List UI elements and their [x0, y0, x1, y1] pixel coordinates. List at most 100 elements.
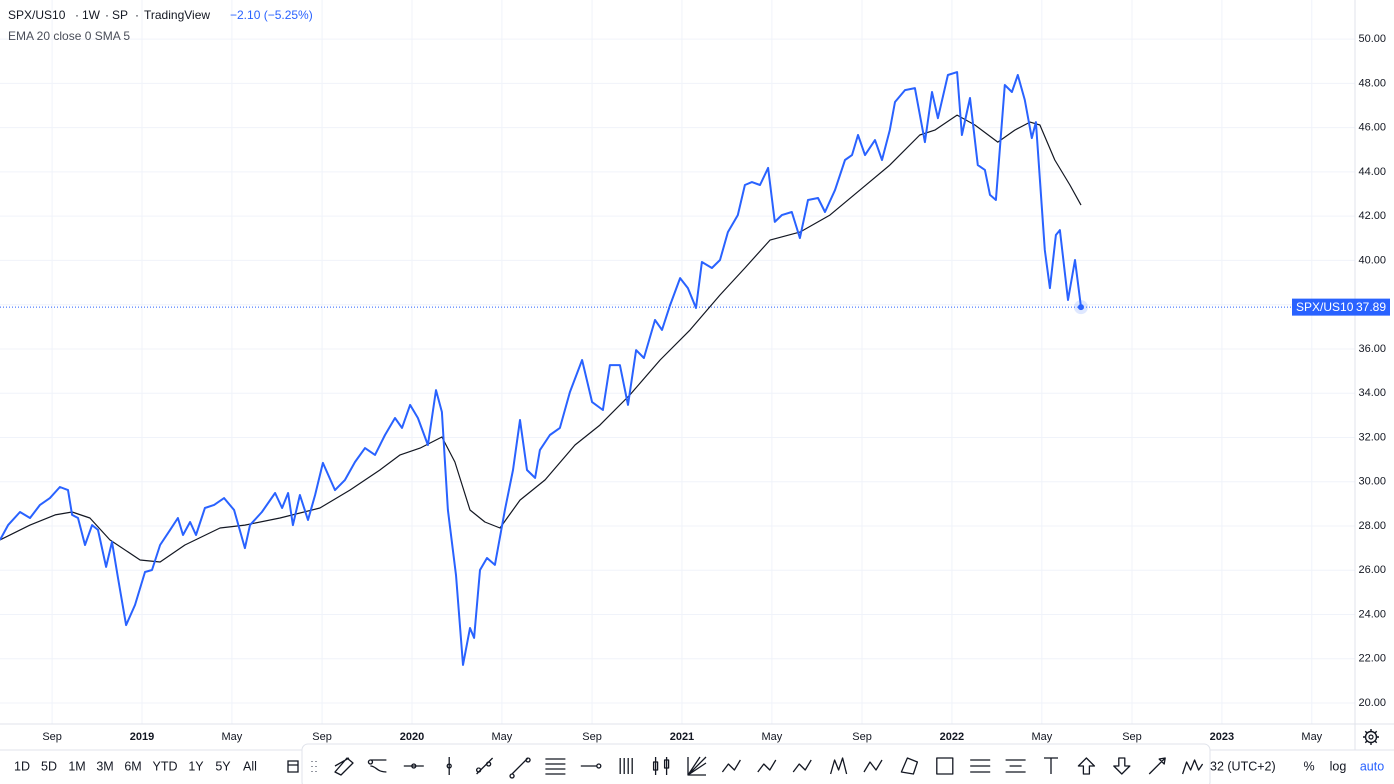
drawing-tool[interactable] — [1148, 757, 1166, 775]
exchange: SP — [112, 8, 128, 22]
range-button[interactable]: 5D — [41, 759, 57, 773]
tool-icon — [687, 756, 707, 776]
y-tick-label: 30.00 — [1358, 476, 1386, 488]
tool-icon — [1077, 757, 1096, 775]
tool-icon — [936, 757, 954, 775]
drawing-tool[interactable] — [403, 763, 424, 769]
y-tick-label: 28.00 — [1358, 520, 1386, 532]
drawing-tool[interactable] — [900, 757, 919, 775]
tool-icon — [1181, 759, 1204, 775]
drawing-tool[interactable] — [792, 759, 812, 773]
drawing-tool[interactable] — [580, 763, 602, 769]
drawing-tool[interactable] — [446, 757, 452, 775]
drawing-tool[interactable] — [721, 759, 741, 773]
y-tick-label: 26.00 — [1358, 564, 1386, 576]
y-tick-label: 20.00 — [1358, 697, 1386, 709]
separator: · — [105, 8, 109, 22]
drawing-tool[interactable] — [829, 757, 848, 775]
tool-icon — [619, 758, 633, 774]
scale-button[interactable]: auto — [1360, 759, 1384, 773]
x-tick-label: Sep — [312, 731, 332, 743]
drawing-tool[interactable] — [936, 757, 954, 775]
tool-icon — [900, 757, 919, 775]
y-tick-label: 24.00 — [1358, 608, 1386, 620]
range-button[interactable]: YTD — [153, 759, 178, 773]
price-tag-symbol: SPX/US10 — [1296, 300, 1354, 314]
drawing-tool[interactable] — [367, 759, 387, 773]
grid — [0, 0, 1355, 724]
y-tick-label: 22.00 — [1358, 653, 1386, 665]
drawing-tool[interactable] — [970, 759, 991, 773]
x-tick-label: Sep — [852, 731, 872, 743]
timezone[interactable]: 32 (UTC+2) — [1210, 759, 1276, 773]
tool-icon — [1044, 757, 1058, 774]
drawing-tool[interactable] — [1005, 759, 1026, 773]
tool-icon — [446, 757, 452, 775]
drawing-tool[interactable] — [619, 758, 633, 774]
goto-date-icon[interactable] — [287, 760, 299, 773]
tool-icon — [580, 763, 602, 769]
bottom-toolbar: 1D 5D 1M 3M 6M YTD 1Y 5Y All 32 (UTC+2)% log auto — [14, 759, 1384, 773]
x-tick-label: Sep — [582, 731, 602, 743]
scale-button[interactable]: log — [1330, 759, 1347, 773]
drawing-tool[interactable] — [476, 757, 494, 775]
drawing-tool[interactable] — [1077, 757, 1096, 775]
tool-icon — [970, 759, 991, 773]
range-button[interactable]: 1M — [68, 759, 85, 773]
drawing-tool[interactable] — [545, 758, 566, 775]
x-tick-label: Sep — [1122, 731, 1142, 743]
x-tick-label: May — [761, 731, 782, 743]
series-line — [0, 71, 1082, 666]
drawing-tool[interactable] — [757, 759, 777, 773]
tool-icon — [863, 759, 883, 773]
drawing-tool[interactable] — [1113, 757, 1131, 775]
y-tick-label: 32.00 — [1358, 431, 1386, 443]
drawing-tool[interactable] — [1044, 757, 1058, 774]
y-tick-label: 46.00 — [1358, 122, 1386, 134]
drawing-tools — [311, 756, 1204, 779]
scale-button[interactable]: % — [1303, 759, 1314, 773]
symbol[interactable]: SPX/US10 — [8, 8, 66, 22]
settings-button[interactable] — [1363, 729, 1379, 745]
y-tick-label: 40.00 — [1358, 254, 1386, 266]
drawing-tool[interactable] — [687, 756, 707, 776]
tool-icon — [721, 759, 741, 773]
y-tick-label: 44.00 — [1358, 166, 1386, 178]
range-button[interactable]: 1Y — [188, 759, 204, 773]
drawing-tool[interactable] — [863, 759, 883, 773]
x-tick-label: 2019 — [130, 731, 154, 743]
interval[interactable]: 1W — [82, 8, 101, 22]
series-line — [0, 114, 1082, 563]
source: TradingView — [144, 8, 210, 22]
last-point — [1077, 304, 1084, 311]
indicator-legend[interactable]: EMA 20 close 0 SMA 5 — [8, 29, 130, 43]
plot-area — [0, 71, 1355, 666]
y-tick-label: 34.00 — [1358, 387, 1386, 399]
drawing-tool[interactable] — [652, 757, 670, 775]
y-tick-label: 42.00 — [1358, 210, 1386, 222]
range-button[interactable]: 3M — [96, 759, 113, 773]
tool-icon — [334, 757, 354, 776]
price-tag — [1292, 298, 1390, 316]
range-button[interactable]: 6M — [124, 759, 141, 773]
drawing-tool[interactable] — [334, 757, 354, 776]
x-tick-label: May — [1301, 731, 1322, 743]
drawing-tool[interactable] — [509, 757, 531, 779]
range-button[interactable]: 5Y — [215, 759, 231, 773]
tool-icon — [403, 763, 424, 769]
y-tick-label: 50.00 — [1358, 33, 1386, 45]
price-change: −2.10 (−5.25%) — [230, 8, 313, 22]
range-button[interactable]: 1D — [14, 759, 30, 773]
tool-icon — [1148, 757, 1166, 775]
drawing-tool[interactable] — [1181, 759, 1204, 775]
drag-handle — [311, 761, 317, 772]
range-button[interactable]: All — [243, 759, 257, 773]
tool-icon — [792, 759, 812, 773]
tool-icon — [652, 757, 670, 775]
x-tick-label: May — [1031, 731, 1052, 743]
x-tick-label: May — [222, 731, 243, 743]
tool-icon — [509, 757, 531, 779]
